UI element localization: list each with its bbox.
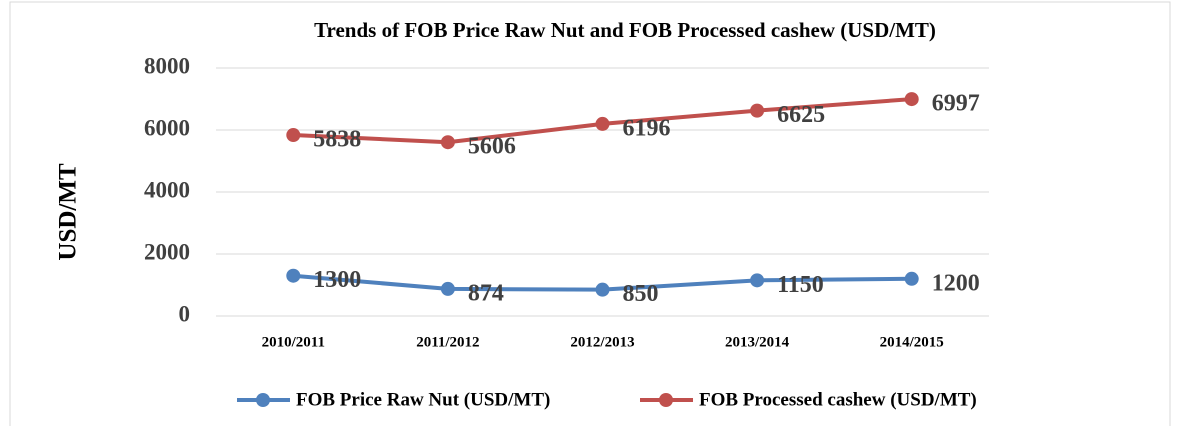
x-tick-label: 2012/2013 <box>570 334 634 350</box>
data-label: 1300 <box>313 267 361 293</box>
data-label: 6997 <box>932 91 980 117</box>
data-label: 1150 <box>777 272 824 298</box>
data-point <box>286 268 301 283</box>
y-axis-label: USD/MT <box>55 163 82 261</box>
data-point <box>595 116 610 131</box>
data-point <box>904 92 919 107</box>
data-point <box>440 135 455 150</box>
legend-marker <box>256 393 270 407</box>
data-point <box>440 281 455 296</box>
y-tick-label: 8000 <box>144 53 190 78</box>
x-tick-label: 2014/2015 <box>880 334 944 350</box>
data-label: 6196 <box>623 115 671 141</box>
data-point <box>904 271 919 286</box>
data-point <box>750 273 765 288</box>
chart-border <box>9 1 1171 426</box>
legend-marker <box>659 393 673 407</box>
data-label: 1200 <box>932 270 980 296</box>
data-point <box>750 103 765 118</box>
legend-label: FOB Processed cashew (USD/MT) <box>699 389 977 410</box>
chart-title: Trends of FOB Price Raw Nut and FOB Proc… <box>314 18 936 42</box>
x-tick-label: 2013/2014 <box>725 334 790 350</box>
x-tick-label: 2011/2012 <box>416 334 479 350</box>
y-tick-label: 2000 <box>144 239 190 264</box>
data-label: 6625 <box>777 102 825 128</box>
x-tick-label: 2010/2011 <box>262 334 325 350</box>
data-label: 5838 <box>313 127 361 153</box>
y-tick-label: 6000 <box>144 115 190 140</box>
data-point <box>595 282 610 297</box>
y-tick-label: 4000 <box>144 177 190 202</box>
y-tick-label: 0 <box>179 301 191 326</box>
data-label: 874 <box>468 280 504 306</box>
data-label: 850 <box>623 281 659 307</box>
data-label: 5606 <box>468 134 516 160</box>
legend-label: FOB Price Raw Nut (USD/MT) <box>296 389 550 410</box>
data-point <box>286 128 301 143</box>
